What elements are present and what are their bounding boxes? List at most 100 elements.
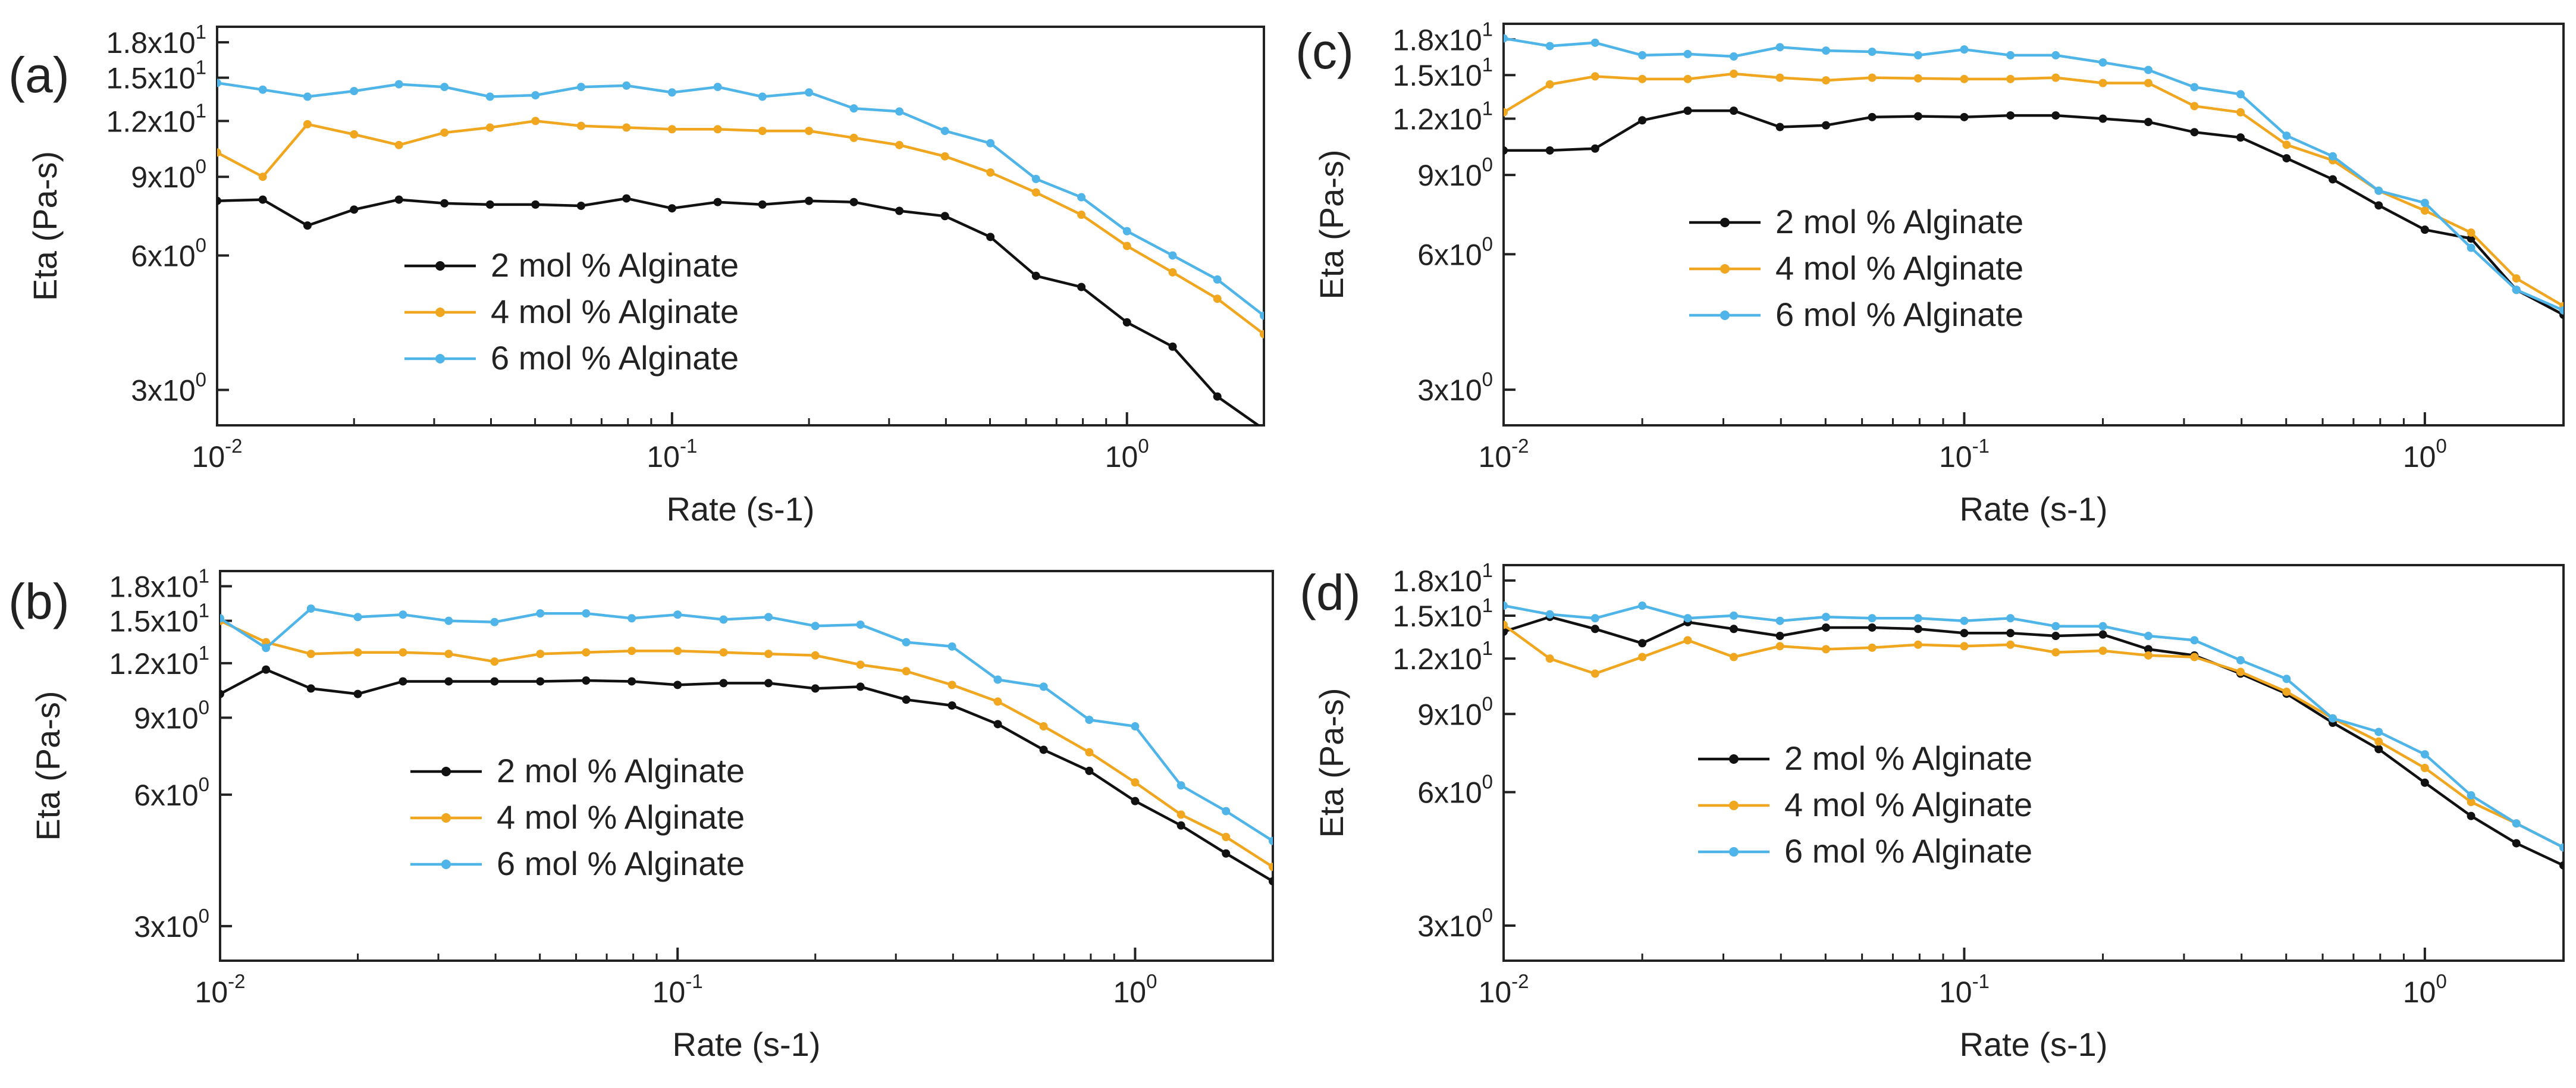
data-point bbox=[1821, 645, 1830, 654]
data-point bbox=[576, 83, 585, 92]
data-point bbox=[440, 128, 449, 137]
data-point bbox=[849, 133, 858, 142]
data-point bbox=[2006, 74, 2015, 83]
data-point bbox=[856, 620, 865, 629]
legend-label: 4 mol % Alginate bbox=[1775, 249, 2023, 287]
y-tick-label: 3x100 bbox=[134, 905, 209, 943]
plot-frame bbox=[1502, 23, 2565, 427]
data-point bbox=[2006, 111, 2015, 120]
data-point bbox=[2098, 646, 2107, 655]
data-point bbox=[1122, 227, 1131, 236]
legend-marker bbox=[435, 354, 445, 363]
data-point bbox=[2236, 656, 2245, 664]
data-point bbox=[1821, 613, 1830, 622]
data-point bbox=[490, 617, 499, 626]
legend-marker bbox=[1720, 218, 1730, 227]
legend-marker bbox=[1729, 847, 1739, 857]
data-point bbox=[1504, 34, 1508, 43]
panel-label: (d) bbox=[1300, 565, 1361, 620]
x-tick-label: 10-2 bbox=[195, 970, 246, 1009]
data-point bbox=[1031, 271, 1040, 280]
data-point bbox=[485, 92, 494, 101]
data-point bbox=[1729, 106, 1738, 115]
data-point bbox=[2512, 274, 2521, 283]
data-point bbox=[2374, 201, 2383, 210]
legend-label: 2 mol % Alginate bbox=[497, 752, 745, 789]
data-point bbox=[1545, 146, 1554, 155]
data-point bbox=[2512, 839, 2521, 848]
data-point bbox=[2190, 83, 2199, 92]
data-point bbox=[2467, 791, 2475, 800]
data-point bbox=[2098, 79, 2107, 87]
legend-marker bbox=[441, 860, 451, 869]
data-point bbox=[1590, 144, 1599, 153]
data-point bbox=[262, 638, 271, 647]
data-point bbox=[805, 196, 814, 205]
data-point bbox=[2467, 798, 2475, 807]
data-point bbox=[1821, 76, 1830, 85]
data-point bbox=[2051, 622, 2060, 631]
data-point bbox=[444, 616, 453, 625]
data-point bbox=[531, 117, 540, 126]
data-point bbox=[1039, 682, 1048, 691]
panel-label: (b) bbox=[8, 573, 70, 629]
data-point bbox=[258, 195, 267, 204]
data-point bbox=[1775, 43, 1784, 52]
data-point bbox=[1960, 616, 1969, 625]
series-layer bbox=[220, 604, 1273, 886]
data-point bbox=[2144, 65, 2153, 74]
series-line-1 bbox=[217, 197, 1261, 425]
data-point bbox=[1638, 601, 1647, 610]
data-point bbox=[1590, 38, 1599, 47]
data-point bbox=[1638, 74, 1647, 83]
data-point bbox=[1638, 51, 1647, 59]
data-point bbox=[1775, 632, 1784, 641]
data-point bbox=[2098, 114, 2107, 123]
data-point bbox=[2190, 636, 2199, 645]
data-point bbox=[1213, 275, 1222, 284]
series-line-3 bbox=[1504, 604, 2564, 849]
data-point bbox=[576, 121, 585, 130]
legend-marker bbox=[1729, 801, 1739, 810]
panel-3: (d) 10-2 10-1 100 3x100 6x100 9x100 1.2x101 1.5x… bbox=[1300, 559, 2565, 1063]
x-tick-label: 10-2 bbox=[1479, 970, 1529, 1009]
data-point bbox=[582, 676, 591, 685]
panel-label: (a) bbox=[8, 47, 70, 103]
data-point bbox=[758, 127, 767, 136]
data-point bbox=[1775, 73, 1784, 82]
y-tick-label: 1.5x101 bbox=[1393, 594, 1493, 633]
data-point bbox=[1683, 614, 1692, 623]
x-tick-label: 10-1 bbox=[1939, 970, 1990, 1009]
data-point bbox=[719, 648, 728, 657]
data-point bbox=[1168, 268, 1177, 277]
data-point bbox=[1590, 669, 1599, 678]
data-point bbox=[303, 92, 312, 101]
data-point bbox=[1504, 620, 1508, 629]
data-point bbox=[2144, 632, 2153, 641]
data-point bbox=[1590, 72, 1599, 81]
data-point bbox=[2051, 73, 2060, 82]
data-point bbox=[947, 642, 956, 651]
data-point bbox=[1504, 601, 1508, 610]
data-point bbox=[627, 677, 636, 686]
data-point bbox=[1085, 766, 1094, 775]
data-point bbox=[2420, 199, 2429, 208]
panel-2: (c) 10-2 10-1 100 3x100 6x100 9x100 1.2x101 1.5x… bbox=[1295, 18, 2565, 528]
series-line-2 bbox=[220, 619, 1273, 868]
data-point bbox=[582, 648, 591, 657]
x-tick-label: 10-2 bbox=[192, 435, 243, 474]
series-line-2 bbox=[217, 120, 1264, 336]
y-tick-label: 1.2x101 bbox=[106, 99, 206, 138]
legend-marker bbox=[1720, 264, 1730, 274]
data-point bbox=[986, 168, 995, 177]
data-point bbox=[1868, 48, 1877, 57]
data-point bbox=[1913, 112, 1922, 121]
data-point bbox=[764, 679, 773, 688]
data-point bbox=[2051, 111, 2060, 120]
data-point bbox=[1960, 45, 1969, 54]
y-tick-label: 3x100 bbox=[131, 369, 206, 407]
data-point bbox=[2282, 154, 2291, 163]
legend-label: 2 mol % Alginate bbox=[1784, 739, 2032, 777]
data-point bbox=[986, 233, 995, 242]
data-point bbox=[1260, 330, 1264, 338]
